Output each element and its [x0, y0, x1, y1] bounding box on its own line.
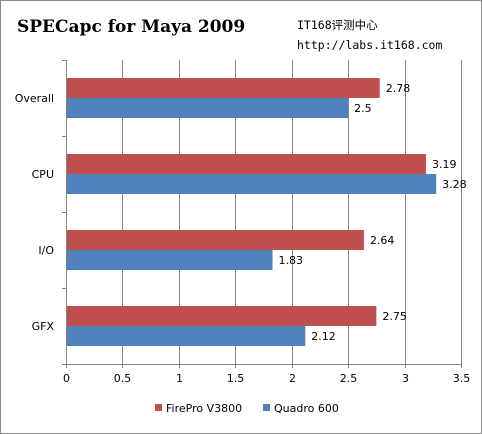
bar-quadro: [66, 250, 273, 270]
data-label: 2.5: [354, 102, 372, 115]
bar-quadro: [66, 326, 306, 346]
category-label: GFX: [32, 320, 55, 333]
watermark-line-2: http://labs.it168.com: [297, 38, 443, 52]
legend-label: Quadro 600: [274, 402, 339, 415]
category-label: I/O: [38, 244, 54, 257]
x-tick-label: 3.5: [453, 372, 471, 385]
data-label: 2.78: [386, 82, 411, 95]
bar-quadro: [66, 98, 349, 118]
category-label: CPU: [32, 168, 54, 181]
data-label: 2.12: [311, 330, 336, 343]
chart-title: SPECapc for Maya 2009: [17, 17, 246, 37]
x-tick-label: 0: [63, 372, 70, 385]
data-label: 2.64: [370, 234, 395, 247]
x-tick-label: 2.5: [340, 372, 358, 385]
legend-label: FirePro V3800: [166, 402, 242, 415]
bar-firepro: [66, 230, 364, 250]
bar-quadro: [66, 174, 437, 194]
x-tick-label: 1: [176, 372, 183, 385]
data-label: 3.19: [432, 158, 457, 171]
category-label: Overall: [15, 92, 54, 105]
x-tick-label: 0.5: [114, 372, 132, 385]
legend: FirePro V3800 Quadro 600: [155, 402, 339, 415]
bar-firepro: [66, 154, 427, 174]
bar-firepro: [66, 78, 380, 98]
x-tick-label: 1.5: [227, 372, 245, 385]
data-label: 1.83: [279, 254, 304, 267]
data-label: 3.28: [442, 178, 467, 191]
legend-swatch: [263, 404, 270, 411]
data-label: 2.75: [382, 310, 407, 323]
x-tick-label: 3: [402, 372, 409, 385]
bar-firepro: [66, 306, 377, 326]
legend-swatch: [155, 404, 162, 411]
watermark: IT168评测中心 http://labs.it168.com: [297, 15, 442, 55]
watermark-line-1: IT168评测中心: [297, 18, 378, 32]
x-tick-label: 2: [289, 372, 296, 385]
